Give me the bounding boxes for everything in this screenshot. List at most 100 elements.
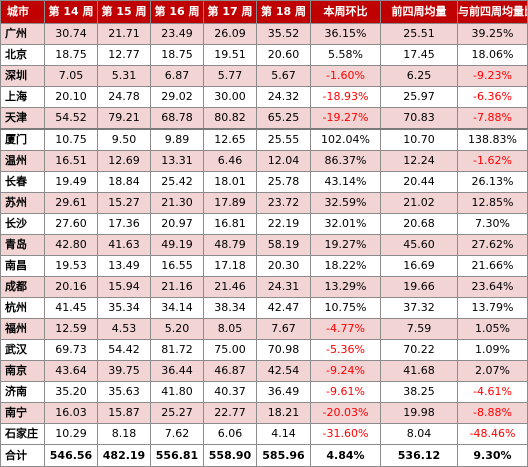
city-cell: 上海: [0, 86, 45, 108]
city-cell: 广州: [0, 23, 45, 45]
week-15-cell: 41.63: [97, 234, 151, 256]
week-17-cell: 21.46: [203, 276, 257, 298]
four-week-average-cell: 19.98: [380, 402, 458, 424]
week-over-week-cell: 13.29%: [310, 276, 381, 298]
week-15-cell: 21.71: [97, 23, 151, 45]
four-week-average-cell: 70.22: [380, 339, 458, 361]
week-14-cell: 27.60: [44, 213, 98, 235]
week-over-week-cell: -20.03%: [310, 402, 381, 424]
week-18-cell: 65.25: [256, 107, 311, 130]
table-row: 苏州 29.61 15.27 21.30 17.89 23.72 32.59% 21.02 12…: [0, 192, 528, 214]
week-14-cell: 20.16: [44, 276, 98, 298]
week-15-cell: 9.50: [97, 128, 151, 151]
vs-four-week-average-cell: -7.88%: [457, 107, 528, 130]
week-over-week-cell: -31.60%: [310, 423, 381, 445]
total-week-16-cell: 556.81: [150, 444, 204, 467]
table-row: 南京 43.64 39.75 36.44 46.87 42.54 -9.24% 41.68 2.…: [0, 360, 528, 382]
week-over-week-cell: 36.15%: [310, 23, 381, 45]
week-over-week-cell: -5.36%: [310, 339, 381, 361]
week-17-cell: 40.37: [203, 381, 257, 403]
week-over-week-cell: -1.60%: [310, 65, 381, 87]
table-row: 深圳 7.05 5.31 6.87 5.77 5.67 -1.60% 6.25 -9.23%: [0, 65, 528, 87]
week-18-cell: 25.55: [256, 128, 311, 151]
header-row: 城市 第 14 周 第 15 周 第 16 周 第 17 周 第 18 周 本周…: [0, 0, 528, 24]
week-over-week-cell: -4.77%: [310, 318, 381, 340]
vs-four-week-average-cell: 1.05%: [457, 318, 528, 340]
week-16-cell: 23.49: [150, 23, 204, 45]
table-row: 南宁 16.03 15.87 25.27 22.77 18.21 -20.03% 19.98-…: [0, 402, 528, 424]
vs-four-week-average-cell: 12.85%: [457, 192, 528, 214]
week-16-cell: 13.31: [150, 150, 204, 172]
week-17-cell: 22.77: [203, 402, 257, 424]
week-16-cell: 9.89: [150, 128, 204, 151]
week-18-cell: 24.31: [256, 276, 311, 298]
vs-four-week-average-cell: 13.79%: [457, 297, 528, 319]
week-18-cell: 25.78: [256, 171, 311, 193]
table-row: 杭州 41.45 35.34 34.14 38.34 42.47 10.75% 37.32 13…: [0, 297, 528, 319]
city-cell: 成都: [0, 276, 45, 298]
week-18-cell: 22.19: [256, 213, 311, 235]
week-15-cell: 15.87: [97, 402, 151, 424]
week-15-cell: 79.21: [97, 107, 151, 130]
week-16-cell: 25.42: [150, 171, 204, 193]
week-17-cell: 75.00: [203, 339, 257, 361]
city-cell: 南宁: [0, 402, 45, 424]
week-16-cell: 6.87: [150, 65, 204, 87]
city-cell: 福州: [0, 318, 45, 340]
week-17-cell: 30.00: [203, 86, 257, 108]
table-row: 长春 19.49 18.84 25.42 18.01 25.78 43.14% 20.44 26…: [0, 171, 528, 193]
total-vs-four-week-average-cell: 9.30%: [457, 444, 528, 467]
week-17-cell: 26.09: [203, 23, 257, 45]
four-week-average-cell: 70.83: [380, 107, 458, 130]
week-over-week-cell: 18.22%: [310, 255, 381, 277]
week-17-cell: 38.34: [203, 297, 257, 319]
week-over-week-cell: 102.04%: [310, 128, 381, 151]
header-week-16: 第 16 周: [150, 0, 204, 24]
vs-four-week-average-cell: 26.13%: [457, 171, 528, 193]
city-cell: 长沙: [0, 213, 45, 235]
vs-four-week-average-cell: 39.25%: [457, 23, 528, 45]
table-row: 成都 20.16 15.94 21.16 21.46 24.31 13.29% 19.66 23…: [0, 276, 528, 298]
week-18-cell: 20.30: [256, 255, 311, 277]
total-four-week-average-cell: 536.12: [380, 444, 458, 467]
vs-four-week-average-cell: -48.46%: [457, 423, 528, 445]
total-week-18-cell: 585.96: [256, 444, 311, 467]
week-15-cell: 35.34: [97, 297, 151, 319]
week-18-cell: 35.52: [256, 23, 311, 45]
week-17-cell: 16.81: [203, 213, 257, 235]
week-14-cell: 42.80: [44, 234, 98, 256]
week-17-cell: 12.65: [203, 128, 257, 151]
week-over-week-cell: -9.24%: [310, 360, 381, 382]
week-18-cell: 7.67: [256, 318, 311, 340]
total-week-17-cell: 558.90: [203, 444, 257, 467]
week-over-week-cell: 19.27%: [310, 234, 381, 256]
week-14-cell: 19.53: [44, 255, 98, 277]
week-15-cell: 17.36: [97, 213, 151, 235]
vs-four-week-average-cell: 21.66%: [457, 255, 528, 277]
header-week-18: 第 18 周: [256, 0, 311, 24]
week-over-week-cell: 32.59%: [310, 192, 381, 214]
vs-four-week-average-cell: 2.07%: [457, 360, 528, 382]
week-15-cell: 5.31: [97, 65, 151, 87]
table-row: 南昌 19.53 13.49 16.55 17.18 20.30 18.22% 16.69 21…: [0, 255, 528, 277]
week-18-cell: 23.72: [256, 192, 311, 214]
table-row: 厦门 10.75 9.50 9.89 12.65 25.55 102.04% 10.70 138…: [0, 128, 528, 151]
week-14-cell: 7.05: [44, 65, 98, 87]
week-over-week-cell: 32.01%: [310, 213, 381, 235]
four-week-average-cell: 10.70: [380, 128, 458, 151]
four-week-average-cell: 19.66: [380, 276, 458, 298]
week-17-cell: 17.89: [203, 192, 257, 214]
week-16-cell: 18.75: [150, 44, 204, 66]
total-week-14-cell: 546.56: [44, 444, 98, 467]
week-18-cell: 12.04: [256, 150, 311, 172]
week-16-cell: 20.97: [150, 213, 204, 235]
week-14-cell: 10.75: [44, 128, 98, 151]
city-cell: 苏州: [0, 192, 45, 214]
city-cell: 杭州: [0, 297, 45, 319]
city-cell: 北京: [0, 44, 45, 66]
city-cell: 南昌: [0, 255, 45, 277]
vs-four-week-average-cell: 1.09%: [457, 339, 528, 361]
week-15-cell: 54.42: [97, 339, 151, 361]
week-17-cell: 6.06: [203, 423, 257, 445]
